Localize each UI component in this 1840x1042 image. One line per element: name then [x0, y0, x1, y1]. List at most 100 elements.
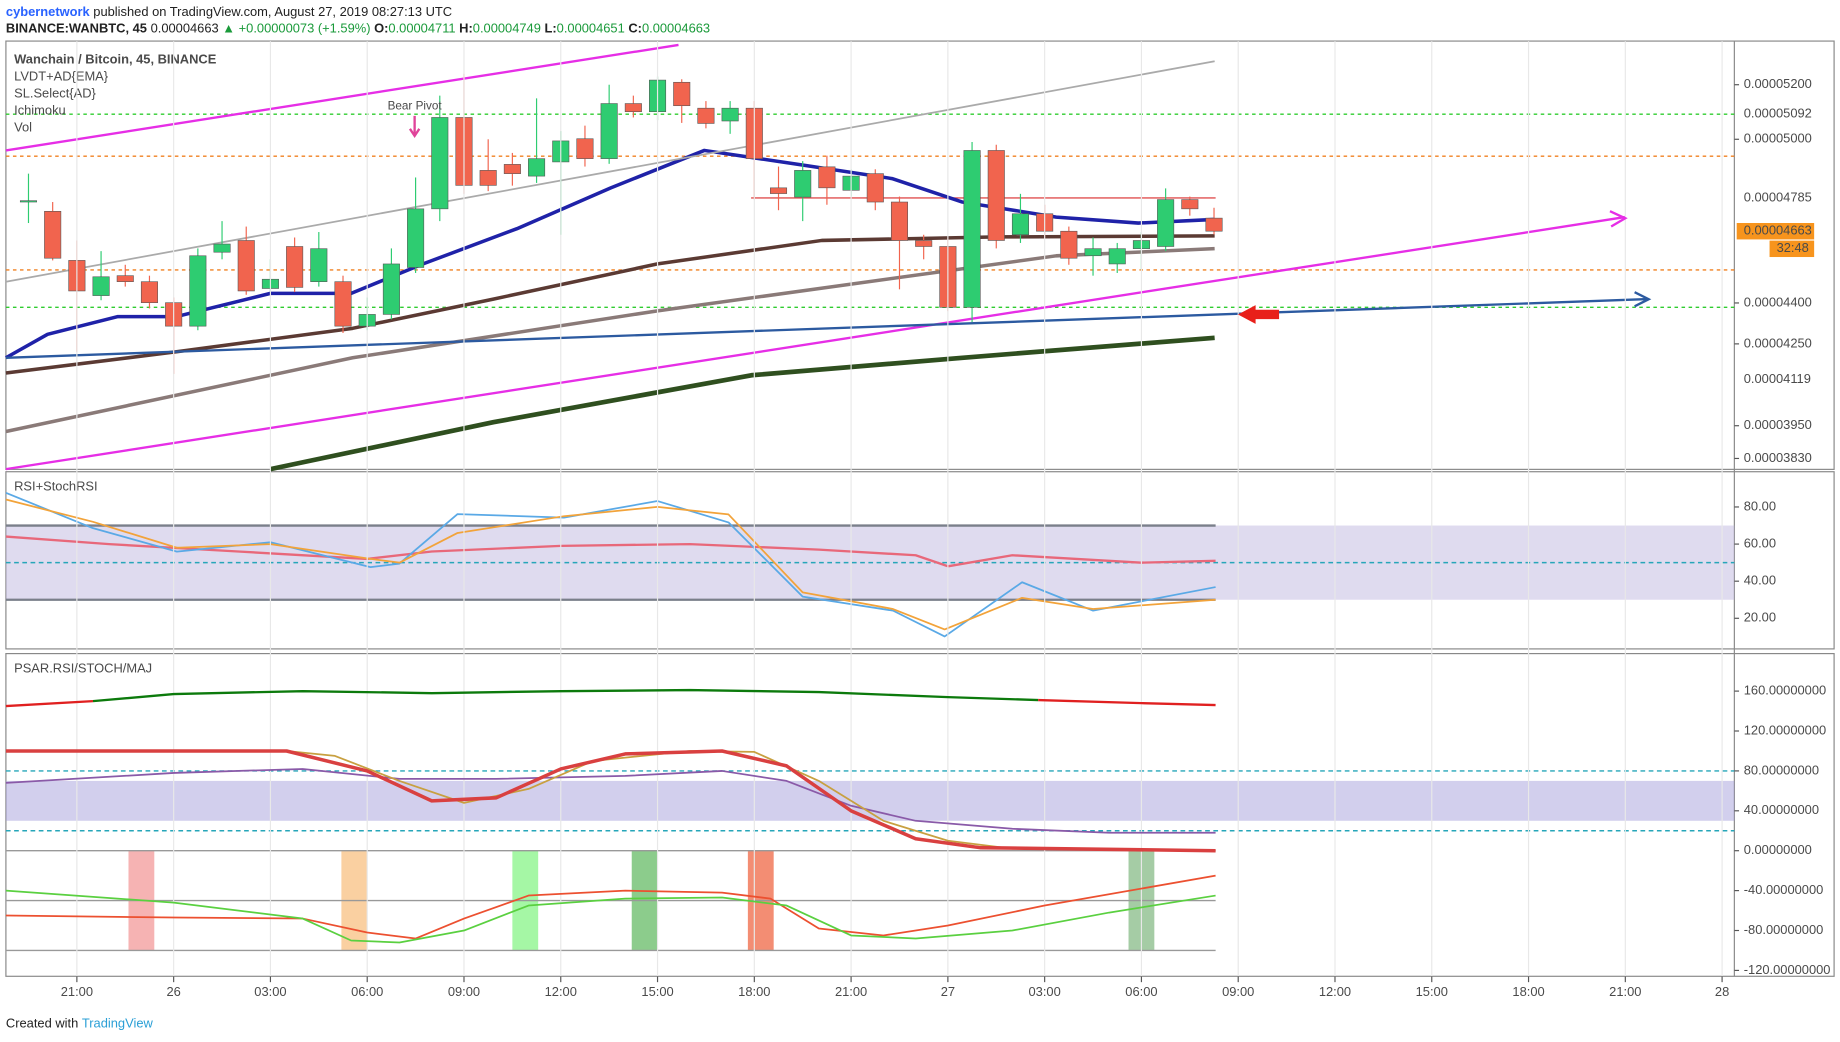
- y-tick-label: 80.00: [1744, 498, 1776, 513]
- candle-body: [1181, 199, 1199, 210]
- candle-body: [624, 103, 642, 113]
- symbol: BINANCE:WANBTC, 45: [6, 21, 147, 36]
- candle-body: [1060, 230, 1078, 259]
- candle-body: [818, 166, 836, 189]
- last-price: 0.00004663: [151, 21, 219, 36]
- y-tick-label: 160.00000000: [1744, 683, 1826, 698]
- x-tick-label: 09:00: [1222, 984, 1254, 999]
- x-tick-label: 03:00: [254, 984, 286, 999]
- candle-body: [431, 117, 449, 210]
- header-line2: BINANCE:WANBTC, 45 0.00004663 ▲ +0.00000…: [6, 21, 710, 36]
- candle-body: [600, 103, 618, 159]
- candle-body: [116, 275, 134, 282]
- series-line: [5, 768, 1216, 834]
- series-line: [1038, 698, 1216, 707]
- x-tick-label: 15:00: [1416, 984, 1448, 999]
- author[interactable]: cybernetwork: [6, 4, 91, 19]
- candle-body: [334, 281, 352, 327]
- legend-entry: Wanchain / Bitcoin, 45, BINANCE: [14, 51, 217, 66]
- legend-entry: Vol: [14, 119, 32, 134]
- panel-border: [5, 471, 1835, 650]
- y-tick-label: 20.00: [1744, 610, 1776, 625]
- brand[interactable]: TradingView: [82, 1016, 154, 1031]
- h-value: 0.00004749: [473, 21, 541, 36]
- candle-body: [44, 211, 62, 259]
- x-tick-label: 28: [1715, 984, 1729, 999]
- candle-body: [1108, 248, 1126, 265]
- red-arrow: [1237, 305, 1280, 324]
- x-tick-label: 21:00: [835, 984, 867, 999]
- series-line: [5, 492, 1216, 638]
- magenta-arrowhead: [1609, 210, 1628, 228]
- candle-body: [479, 170, 497, 186]
- y-tick-label: 40.00: [1744, 573, 1776, 588]
- series-line: [5, 148, 1215, 360]
- legend-entry: LVDT+AD{EMA}: [14, 68, 109, 83]
- panel-title: PSAR.RSI/STOCH/MAJ: [14, 660, 152, 675]
- x-tick-label: 27: [941, 984, 955, 999]
- y-tick-label: 60.00: [1744, 535, 1776, 550]
- price-marker-label: 0.00004785: [1744, 189, 1812, 204]
- legend-entry: Ichimoku: [14, 102, 66, 117]
- candle-body: [697, 107, 715, 124]
- annotation: Bear Pivot: [388, 100, 443, 113]
- l-value: 0.00004651: [557, 21, 625, 36]
- x-tick-label: 26: [166, 984, 180, 999]
- candle-body: [1157, 199, 1175, 247]
- x-tick-label: 21:00: [1609, 984, 1641, 999]
- candle-body: [576, 138, 594, 159]
- price-marker-label: 0.00004119: [1744, 371, 1811, 386]
- candle-body: [1011, 213, 1029, 236]
- series-line: [5, 215, 1626, 471]
- y-tick-label: 0.00004400: [1744, 294, 1812, 309]
- candle-body: [213, 243, 231, 253]
- footer-text: Created with: [6, 1016, 78, 1031]
- band: [5, 780, 1735, 821]
- x-tick-label: 09:00: [448, 984, 480, 999]
- candle-body: [890, 201, 909, 241]
- y-tick-label: 0.00005200: [1744, 76, 1812, 91]
- y-tick-label: 0.00004250: [1744, 335, 1812, 350]
- candle-body: [721, 107, 739, 122]
- series-line: [5, 889, 1216, 944]
- candle-body: [407, 208, 425, 268]
- countdown: 32:48: [1777, 240, 1809, 255]
- candle-body: [286, 246, 304, 288]
- x-tick-label: 12:00: [545, 984, 577, 999]
- l-label: L:: [544, 21, 556, 36]
- y-tick-label: 120.00000000: [1744, 722, 1826, 737]
- candle-body: [1205, 217, 1223, 232]
- x-tick-label: 18:00: [1512, 984, 1544, 999]
- series-line: [5, 498, 1216, 631]
- x-tick-label: 21:00: [61, 984, 93, 999]
- candle-body: [382, 263, 400, 315]
- price-marker-box: [1736, 105, 1815, 123]
- candle-body: [503, 164, 521, 174]
- candle-body: [189, 255, 207, 327]
- series-line: [5, 874, 1216, 940]
- x-tick-label: 03:00: [1029, 984, 1061, 999]
- candle-body: [769, 187, 788, 194]
- o-label: O:: [374, 21, 388, 36]
- blue-arrowhead: [1634, 291, 1652, 308]
- price-marker-box: [1736, 222, 1815, 240]
- change: ▲ +0.00000073 (+1.59%): [222, 21, 370, 36]
- legend-entry: SL.Select{AD}: [14, 85, 96, 100]
- x-tick-label: 15:00: [641, 984, 673, 999]
- candle-body: [673, 81, 691, 107]
- price-marker-label: 0.00005092: [1744, 106, 1812, 121]
- candle-body: [866, 173, 884, 203]
- price-marker-label: 0.00004663: [1744, 223, 1812, 238]
- candle-body: [528, 158, 546, 177]
- candle-body: [140, 281, 158, 303]
- candle-body: [92, 276, 110, 296]
- candle-body: [19, 200, 38, 203]
- footer: Created with TradingView: [6, 1016, 154, 1031]
- series-line: [5, 750, 1216, 852]
- price-marker-box: [1736, 189, 1815, 207]
- candle-body: [794, 170, 812, 198]
- c-value: 0.00004663: [642, 21, 710, 36]
- x-tick-label: 06:00: [1125, 984, 1157, 999]
